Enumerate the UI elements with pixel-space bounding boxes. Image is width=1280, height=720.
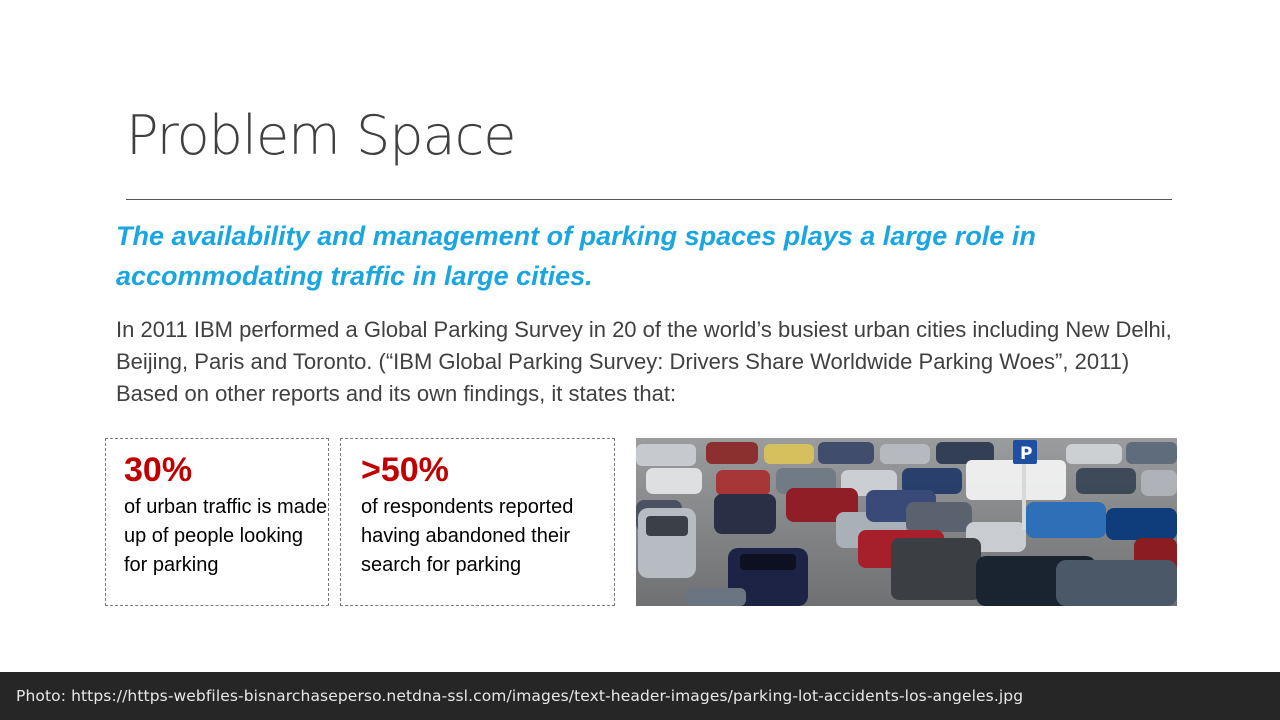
stat-description: of urban traffic is made up of people lo… [124,496,328,576]
slide: Problem Space The availability and manag… [105,104,1177,606]
stat-box-abandoned-search: >50% of respondents reported having aban… [340,438,615,606]
stat-description: of respondents reported having abandoned… [361,496,574,576]
parking-lot-illustration: P [636,438,1177,606]
parking-sign-letter: P [1020,444,1032,464]
slide-title: Problem Space [126,104,516,167]
body-paragraph: In 2011 IBM performed a Global Parking S… [116,317,1172,406]
stat-value: >50% [361,451,449,489]
stat-value: 30% [124,451,193,489]
lead-statement: The availability and management of parki… [116,221,1036,291]
stat-box-urban-traffic: 30% of urban traffic is made up of peopl… [105,438,329,606]
title-divider [126,199,1172,200]
photo-caption-bar: Photo: https://https-webfiles-bisnarchas… [0,672,1280,720]
photo-caption: Photo: https://https-webfiles-bisnarchas… [16,687,1024,705]
parking-lot-photo: P [636,438,1177,606]
